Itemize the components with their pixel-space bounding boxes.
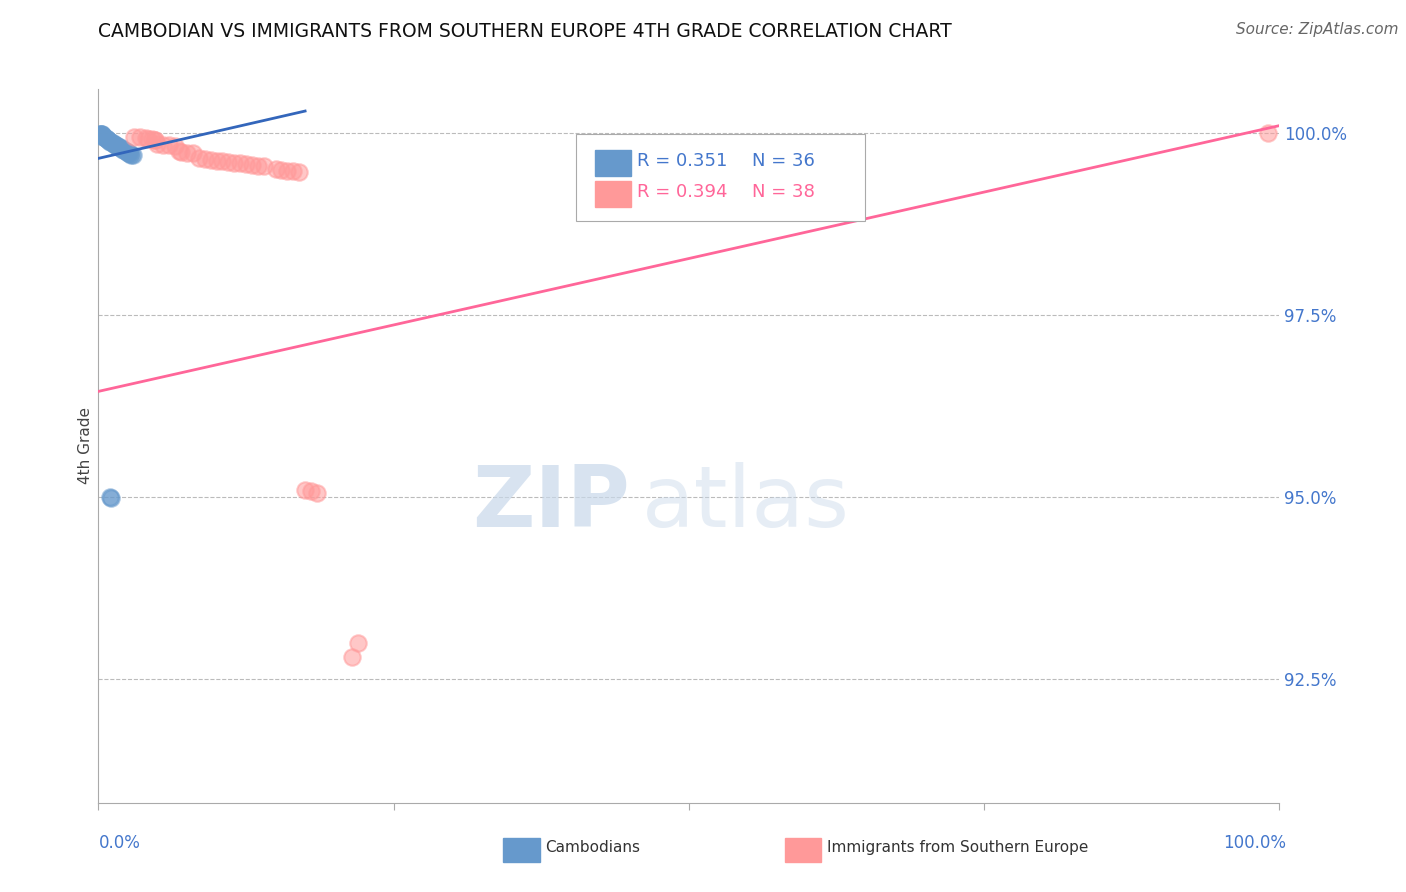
Point (97, 133, 120, 147)
Point (283, 164, 305, 178)
Text: 100.0%: 100.0% (1223, 834, 1286, 852)
Point (90, 128, 112, 142)
Point (246, 159, 269, 173)
Point (111, 142, 134, 156)
Point (120, 147, 142, 161)
Point (121, 147, 143, 161)
Point (194, 152, 217, 166)
Point (112, 143, 135, 157)
Point (176, 145, 198, 160)
Point (94, 131, 117, 145)
Point (187, 152, 209, 166)
Point (91, 128, 114, 143)
Point (288, 165, 311, 179)
Point (136, 132, 159, 146)
Point (98, 134, 121, 148)
Point (143, 133, 166, 147)
Point (135, 131, 157, 145)
Point (229, 156, 252, 170)
Point (1257, 126, 1279, 140)
Point (105, 138, 128, 153)
Point (342, 650, 364, 665)
Text: ZIP: ZIP (472, 461, 630, 545)
Point (115, 145, 138, 159)
Point (224, 155, 246, 169)
Point (90, 128, 112, 142)
Text: N = 38: N = 38 (752, 183, 815, 201)
Y-axis label: 4th Grade: 4th Grade (77, 408, 93, 484)
Text: R = 0.351: R = 0.351 (637, 152, 727, 169)
Point (143, 133, 166, 147)
Text: R = 0.394: R = 0.394 (637, 183, 727, 201)
Point (205, 153, 228, 168)
Point (170, 145, 193, 159)
Point (103, 136, 125, 151)
Point (165, 139, 187, 153)
Text: Cambodians: Cambodians (546, 840, 641, 855)
Point (101, 136, 124, 150)
Point (141, 132, 163, 146)
Text: 0.0%: 0.0% (98, 834, 141, 852)
Point (128, 129, 150, 144)
Point (91, 129, 114, 144)
Point (211, 154, 233, 169)
Point (264, 162, 287, 177)
Point (100, 491, 122, 506)
Point (91, 128, 114, 142)
Point (89, 127, 111, 141)
Point (96, 132, 118, 146)
Point (112, 144, 135, 158)
Point (146, 136, 169, 151)
Point (117, 145, 139, 160)
Point (118, 146, 141, 161)
Point (121, 148, 143, 162)
Point (98, 135, 121, 149)
Point (152, 137, 174, 152)
Point (91, 128, 114, 142)
Point (253, 160, 276, 174)
Text: CAMBODIAN VS IMMIGRANTS FROM SOUTHERN EUROPE 4TH GRADE CORRELATION CHART: CAMBODIAN VS IMMIGRANTS FROM SOUTHERN EU… (98, 22, 952, 41)
Point (305, 486, 328, 500)
Point (110, 141, 132, 155)
Text: atlas: atlas (641, 461, 849, 545)
Point (276, 163, 298, 178)
Text: N = 36: N = 36 (752, 152, 815, 169)
Point (270, 163, 292, 178)
Point (108, 140, 131, 154)
Point (157, 138, 180, 153)
Text: Immigrants from Southern Europe: Immigrants from Southern Europe (827, 840, 1088, 855)
Point (104, 137, 127, 152)
Point (235, 157, 257, 171)
Point (96, 132, 118, 146)
Point (240, 158, 263, 172)
Text: Source: ZipAtlas.com: Source: ZipAtlas.com (1236, 22, 1399, 37)
Point (91, 128, 114, 142)
Point (107, 139, 129, 153)
Point (105, 139, 128, 153)
Point (167, 144, 190, 158)
Point (181, 146, 204, 161)
Point (122, 129, 145, 144)
Point (100, 136, 122, 150)
Point (294, 483, 316, 497)
Point (200, 153, 222, 167)
Point (217, 155, 239, 169)
Point (93, 130, 115, 145)
Point (98, 490, 121, 504)
Point (114, 144, 136, 158)
Point (347, 635, 370, 649)
Point (299, 484, 322, 499)
